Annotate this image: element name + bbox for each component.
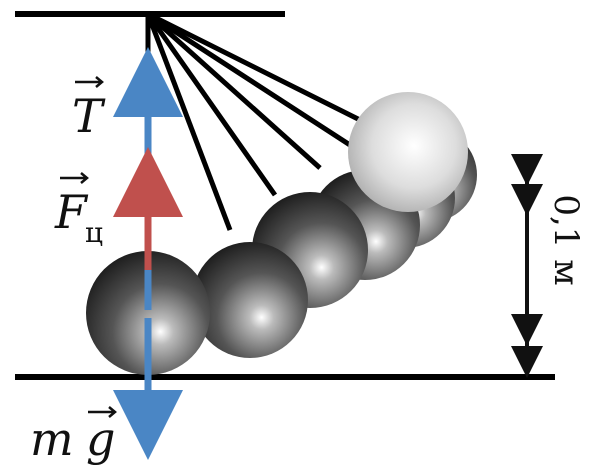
gravity-label: g xyxy=(86,412,115,466)
force-label: F xyxy=(54,185,89,239)
force-subscript: ц xyxy=(85,216,103,249)
height-label: 0,1 м xyxy=(546,194,586,285)
mass-label: m xyxy=(30,412,74,466)
pendulum-diagram: T F ц m g 0,1 м xyxy=(0,0,610,473)
tension-label: T xyxy=(72,89,106,143)
